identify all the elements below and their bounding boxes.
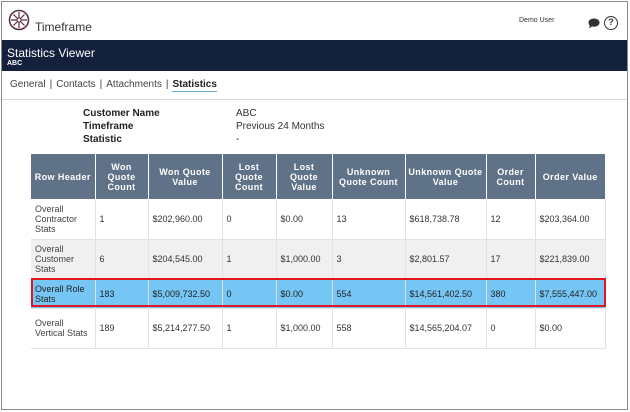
row-header-cell: Overall Vertical Stats bbox=[31, 308, 96, 349]
table-cell: $618,738.78 bbox=[405, 199, 487, 240]
table-cell: $202,960.00 bbox=[148, 199, 223, 240]
column-header[interactable]: Unknown Quote Count bbox=[332, 154, 406, 199]
column-header[interactable]: Won Quote Count bbox=[95, 154, 149, 199]
column-header[interactable]: Lost Quote Value bbox=[276, 154, 333, 199]
column-header[interactable]: Order Count bbox=[486, 154, 536, 199]
table-row[interactable]: Overall Vertical Stats 189 $5,214,277.50… bbox=[31, 308, 606, 349]
table-cell: 554 bbox=[332, 279, 406, 309]
table-cell: 6 bbox=[95, 239, 149, 280]
table-cell: $1,000.00 bbox=[276, 308, 333, 349]
page-header: Statistics Viewer ABC bbox=[2, 40, 627, 71]
table-cell: 1 bbox=[222, 239, 277, 280]
table-row[interactable]: Overall Customer Stats 6 $204,545.00 1 $… bbox=[31, 239, 606, 280]
help-circle-icon[interactable]: ? bbox=[604, 16, 618, 30]
timeframe-label: Timeframe bbox=[83, 121, 134, 132]
row-header-cell: Overall Customer Stats bbox=[31, 239, 96, 280]
row-header-cell: Overall Contractor Stats bbox=[31, 199, 96, 240]
statistic-label: Statistic bbox=[83, 134, 122, 145]
table-cell: 380 bbox=[486, 279, 536, 309]
compass-logo-icon[interactable] bbox=[8, 9, 30, 31]
table-cell: $221,839.00 bbox=[535, 239, 606, 280]
table-row[interactable]: Overall Contractor Stats 1 $202,960.00 0… bbox=[31, 199, 606, 240]
table-cell: 1 bbox=[222, 308, 277, 349]
table-cell: $0.00 bbox=[276, 279, 333, 309]
table-cell: $203,364.00 bbox=[535, 199, 606, 240]
tab-attachments[interactable]: Attachments bbox=[106, 79, 162, 90]
tab-contacts[interactable]: Contacts bbox=[56, 79, 96, 90]
column-header[interactable]: Lost Quote Count bbox=[222, 154, 277, 199]
row-header-cell: Overall Role Stats bbox=[31, 279, 96, 309]
top-bar: Timeframe Demo User ? bbox=[2, 2, 627, 40]
page-title: Statistics Viewer bbox=[7, 46, 95, 60]
table-cell: $0.00 bbox=[276, 199, 333, 240]
statistics-table: Row Header Won Quote Count Won Quote Val… bbox=[31, 154, 606, 349]
tab-divider bbox=[2, 99, 627, 100]
customer-name-value: ABC bbox=[236, 108, 257, 119]
column-header[interactable]: Row Header bbox=[31, 154, 96, 199]
table-cell: $7,555,447.00 bbox=[535, 279, 606, 309]
tab-separator: | bbox=[49, 79, 53, 90]
timeframe-value: Previous 24 Months bbox=[236, 121, 325, 132]
table-cell: 1 bbox=[95, 199, 149, 240]
table-cell: $14,561,402.50 bbox=[405, 279, 487, 309]
table-cell: $204,545.00 bbox=[148, 239, 223, 280]
statistic-value: - bbox=[236, 134, 240, 145]
table-cell: 0 bbox=[222, 279, 277, 309]
customer-name-label: Customer Name bbox=[83, 108, 160, 119]
table-cell: 17 bbox=[486, 239, 536, 280]
table-cell: 13 bbox=[332, 199, 406, 240]
page-subtitle: ABC bbox=[7, 60, 23, 67]
column-header[interactable]: Won Quote Value bbox=[148, 154, 223, 199]
tab-bar: General | Contacts | Attachments | Statistics bbox=[10, 79, 217, 92]
table-cell: 3 bbox=[332, 239, 406, 280]
chat-bubble-icon[interactable] bbox=[588, 18, 600, 29]
table-cell: 558 bbox=[332, 308, 406, 349]
tab-separator: | bbox=[99, 79, 103, 90]
table-cell: $0.00 bbox=[535, 308, 606, 349]
app-title: Timeframe bbox=[35, 20, 92, 34]
tab-general[interactable]: General bbox=[10, 79, 46, 90]
table-cell: 189 bbox=[95, 308, 149, 349]
table-cell: 0 bbox=[222, 199, 277, 240]
table-cell: $1,000.00 bbox=[276, 239, 333, 280]
table-row-highlighted[interactable]: Overall Role Stats 183 $5,009,732.50 0 $… bbox=[31, 279, 606, 309]
table-cell: $5,214,277.50 bbox=[148, 308, 223, 349]
tab-statistics[interactable]: Statistics bbox=[172, 79, 217, 92]
table-header-row: Row Header Won Quote Count Won Quote Val… bbox=[31, 154, 605, 199]
table-cell: 183 bbox=[95, 279, 149, 309]
column-header[interactable]: Order Value bbox=[535, 154, 605, 199]
table-cell: 12 bbox=[486, 199, 536, 240]
table-cell: 0 bbox=[486, 308, 536, 349]
column-header[interactable]: Unknown Quote Value bbox=[405, 154, 487, 199]
table-cell: $2,801.57 bbox=[405, 239, 487, 280]
table-cell: $14,565,204.07 bbox=[405, 308, 487, 349]
user-name[interactable]: Demo User bbox=[519, 17, 555, 24]
tab-separator: | bbox=[165, 79, 169, 90]
table-cell: $5,009,732.50 bbox=[148, 279, 223, 309]
